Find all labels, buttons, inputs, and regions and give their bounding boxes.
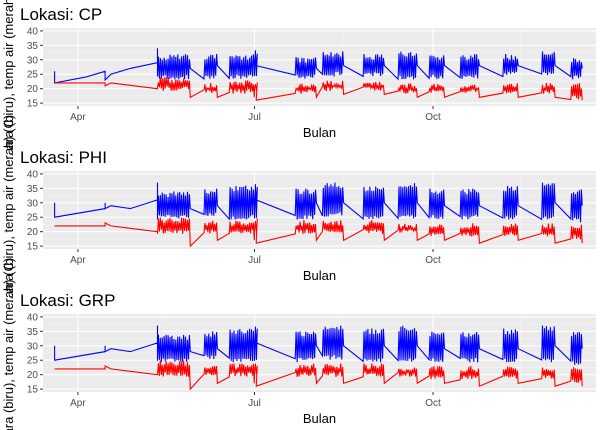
panel-2: Lokasi: GRP ...ara (biru), temp air (mera… [1,258,596,430]
x-tick-label: Oct [425,255,441,266]
panel-title: Lokasi: CP [20,5,102,24]
x-axis-label: Bulan [303,125,336,140]
y-tick-label: 25 [27,213,39,224]
water-temp-series-line [54,217,583,248]
y-tick-label: 15 [27,242,39,253]
y-tick-label: 25 [27,356,39,367]
panel-0: Lokasi: CP ...ara (biru), temp air (merah… [1,0,596,160]
x-tick-label: Apr [70,112,86,123]
x-tick-label: Apr [70,398,86,409]
y-tick-label: 35 [27,41,39,52]
y-tick-label: 40 [27,26,39,37]
y-tick-label: 30 [27,198,39,209]
y-tick-label: 15 [27,385,39,396]
x-axis-label: Bulan [303,411,336,426]
x-axis-label: Bulan [303,268,336,283]
y-tick-label: 15 [27,99,39,110]
panel-1: Lokasi: PHI ...ara (biru), temp air (mera… [1,115,596,304]
y-tick-label: 20 [27,370,39,381]
y-tick-label: 35 [27,184,39,195]
x-tick-label: Jul [248,255,261,266]
panel-title: Lokasi: PHI [20,148,107,167]
y-axis-label: ...ara (biru), temp air (merah) (C) [1,115,16,304]
x-tick-label: Jul [248,398,261,409]
y-axis-label: ...ara (biru), temp air (merah) (C) [1,0,16,160]
y-tick-label: 30 [27,55,39,66]
y-tick-label: 25 [27,70,39,81]
x-tick-label: Oct [425,112,441,123]
x-tick-label: Apr [70,255,86,266]
y-tick-label: 30 [27,341,39,352]
water-temp-series-line [54,360,583,391]
air-temp-series-line [54,182,583,223]
y-tick-label: 40 [27,312,39,323]
y-tick-label: 40 [27,169,39,180]
air-temp-series-line [54,325,583,365]
air-temp-series-line [54,48,583,84]
panel-title: Lokasi: GRP [20,291,115,310]
water-temp-series-line [54,77,583,101]
y-tick-label: 20 [27,84,39,95]
y-tick-label: 20 [27,227,39,238]
x-tick-label: Oct [425,398,441,409]
y-axis-label: ...ara (biru), temp air (merah) (C) [1,258,16,430]
x-tick-label: Jul [248,112,261,123]
y-tick-label: 35 [27,327,39,338]
